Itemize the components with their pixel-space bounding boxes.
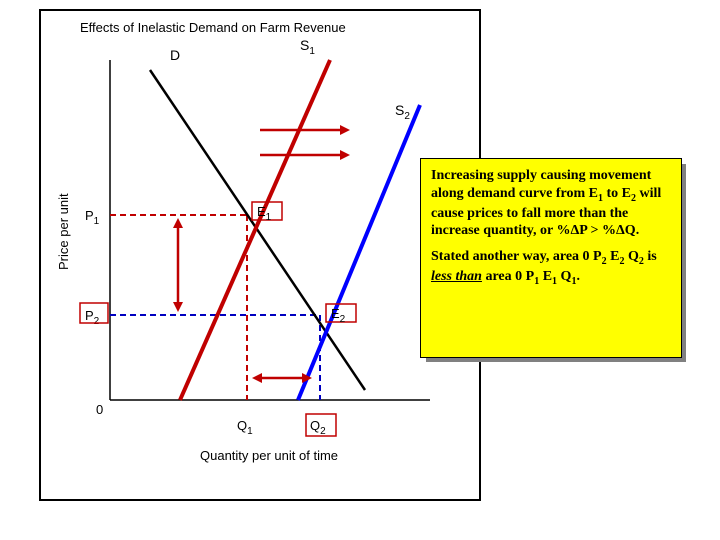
figure-root: { "canvas": { "width": 720, "height": 54…	[0, 0, 720, 540]
origin-label: 0	[96, 402, 103, 417]
callout-paragraph-2: Stated another way, area 0 P2 E2 Q2 is l…	[431, 248, 671, 289]
graph-title: Effects of Inelastic Demand on Farm Reve…	[80, 20, 346, 35]
annotation-callout: Increasing supply causing movement along…	[420, 158, 682, 358]
y-axis-label: Price per unit	[56, 193, 71, 270]
demand-label: D	[170, 47, 180, 63]
x-axis-label: Quantity per unit of time	[200, 448, 338, 463]
graph-frame	[40, 10, 480, 500]
callout-paragraph-1: Increasing supply causing movement along…	[431, 167, 671, 240]
